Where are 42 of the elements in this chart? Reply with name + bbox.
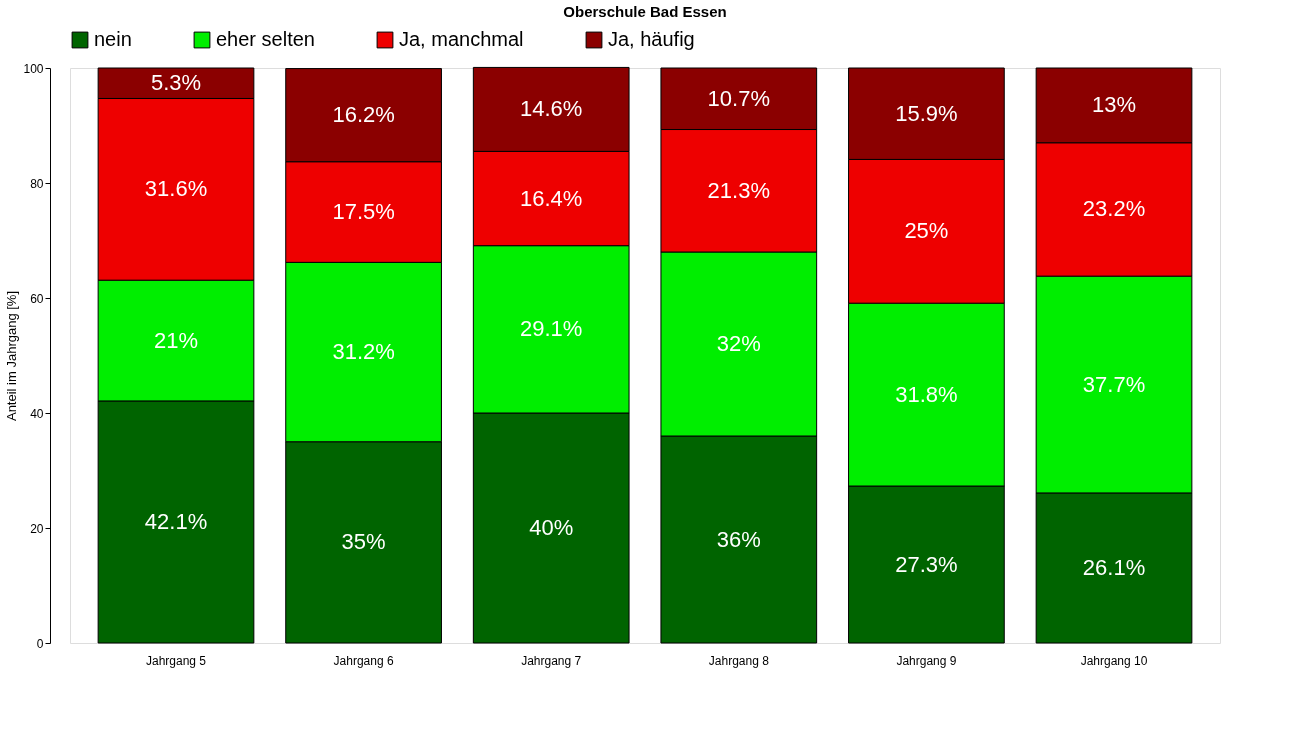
data-label: 16.4%: [520, 185, 583, 211]
data-label: 17.5%: [332, 199, 395, 225]
data-label: 31.2%: [332, 339, 395, 365]
data-label: 27.3%: [895, 551, 958, 577]
x-tick-label: Jahrgang 10: [1080, 653, 1148, 668]
data-label: 14.6%: [520, 96, 583, 122]
data-label: 23.2%: [1082, 196, 1146, 222]
data-label: 10.7%: [707, 85, 770, 111]
data-label: 25%: [904, 218, 949, 244]
data-label: 31.8%: [895, 381, 958, 407]
data-label: 16.2%: [332, 102, 395, 128]
x-tick-label: Jahrgang 8: [708, 653, 770, 668]
legend-label: eher selten: [216, 28, 315, 50]
data-label: 36%: [716, 526, 761, 552]
y-tick-label: 40: [30, 406, 44, 421]
x-tick-label: Jahrgang 7: [521, 653, 582, 668]
data-label: 31.6%: [144, 176, 208, 202]
data-label: 5.3%: [150, 70, 202, 96]
y-tick-label: 100: [23, 61, 44, 76]
data-label: 42.1%: [144, 508, 208, 534]
legend-label: Ja, manchmal: [399, 28, 524, 50]
y-tick-label: 60: [30, 291, 44, 306]
data-label: 40%: [529, 515, 574, 540]
chart-title: Oberschule Bad Essen: [563, 3, 727, 20]
data-label: 21.3%: [707, 177, 770, 203]
y-tick-label: 0: [36, 636, 44, 651]
x-tick-label: Jahrgang 6: [333, 653, 394, 668]
legend-label: nein: [94, 28, 132, 50]
y-axis-title: Anteil im Jahrgang [%]: [4, 290, 20, 422]
data-label: 35%: [341, 529, 386, 555]
x-tick-label: Jahrgang 5: [145, 653, 207, 668]
data-label: 26.1%: [1082, 554, 1146, 580]
data-label: 29.1%: [520, 316, 583, 342]
data-label: 32%: [716, 331, 761, 356]
legend-label: Ja, häufig: [608, 28, 695, 50]
x-tick-label: Jahrgang 9: [896, 653, 957, 668]
data-label: 13%: [1091, 92, 1137, 118]
data-label: 15.9%: [895, 100, 958, 126]
y-tick-label: 20: [30, 521, 44, 536]
data-label: 37.7%: [1082, 371, 1146, 397]
y-tick-label: 80: [30, 176, 44, 191]
data-label: 21%: [153, 327, 199, 353]
